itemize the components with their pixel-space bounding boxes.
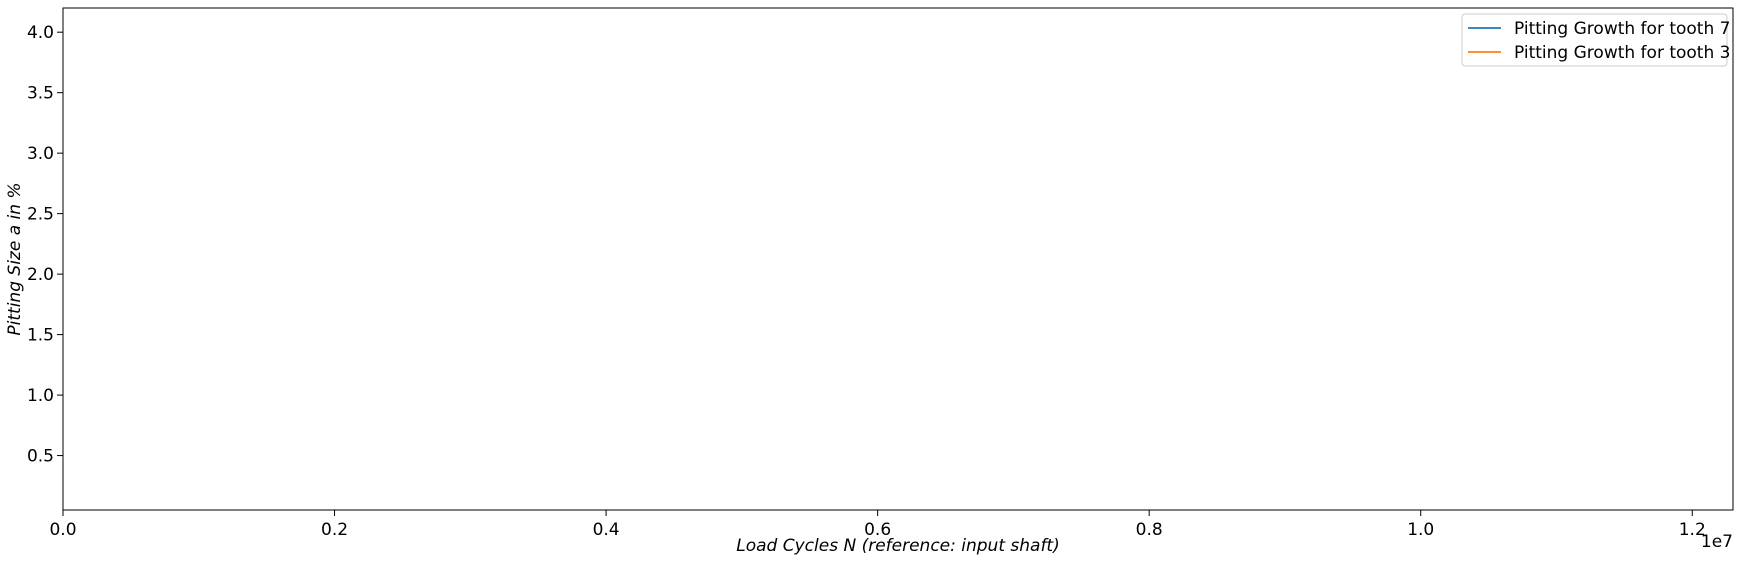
x-tick-label: 0.2 <box>321 520 348 540</box>
y-axis: 0.5 1.0 1.5 2.0 2.5 3.0 3.5 4.0 <box>27 23 63 467</box>
y-tick-label: 1.5 <box>27 326 54 346</box>
x-tick-label: 0.4 <box>593 520 620 540</box>
x-tick-label: 1.2 <box>1679 520 1706 540</box>
plot-area <box>62 7 1734 511</box>
y-tick-label: 2.5 <box>27 205 54 225</box>
x-tick-label: 0.0 <box>49 520 76 540</box>
x-axis: 0.0 0.2 0.4 0.6 0.8 1.0 1.2 <box>49 510 1706 540</box>
y-tick-label: 1.0 <box>27 386 54 406</box>
y-axis-label: Pitting Size a in % <box>5 182 25 335</box>
y-tick-label: 0.5 <box>27 447 54 467</box>
x-offset-label: 1e7 <box>1701 532 1733 552</box>
x-tick-label: 0.6 <box>864 520 891 540</box>
x-tick-label: 0.8 <box>1136 520 1163 540</box>
y-tick-label: 3.5 <box>27 84 54 104</box>
legend-label-tooth-3: Pitting Growth for tooth 3 <box>1514 43 1730 63</box>
x-axis-label: Load Cycles N (reference: input shaft) <box>736 536 1059 556</box>
y-tick-label: 3.0 <box>27 144 54 164</box>
x-tick-label: 1.0 <box>1407 520 1434 540</box>
legend: Pitting Growth for tooth 7 Pitting Growt… <box>1461 13 1730 67</box>
y-tick-label: 4.0 <box>27 23 54 43</box>
legend-box <box>1461 13 1728 67</box>
y-tick-label: 2.0 <box>27 265 54 285</box>
legend-label-tooth-7: Pitting Growth for tooth 7 <box>1514 19 1730 39</box>
